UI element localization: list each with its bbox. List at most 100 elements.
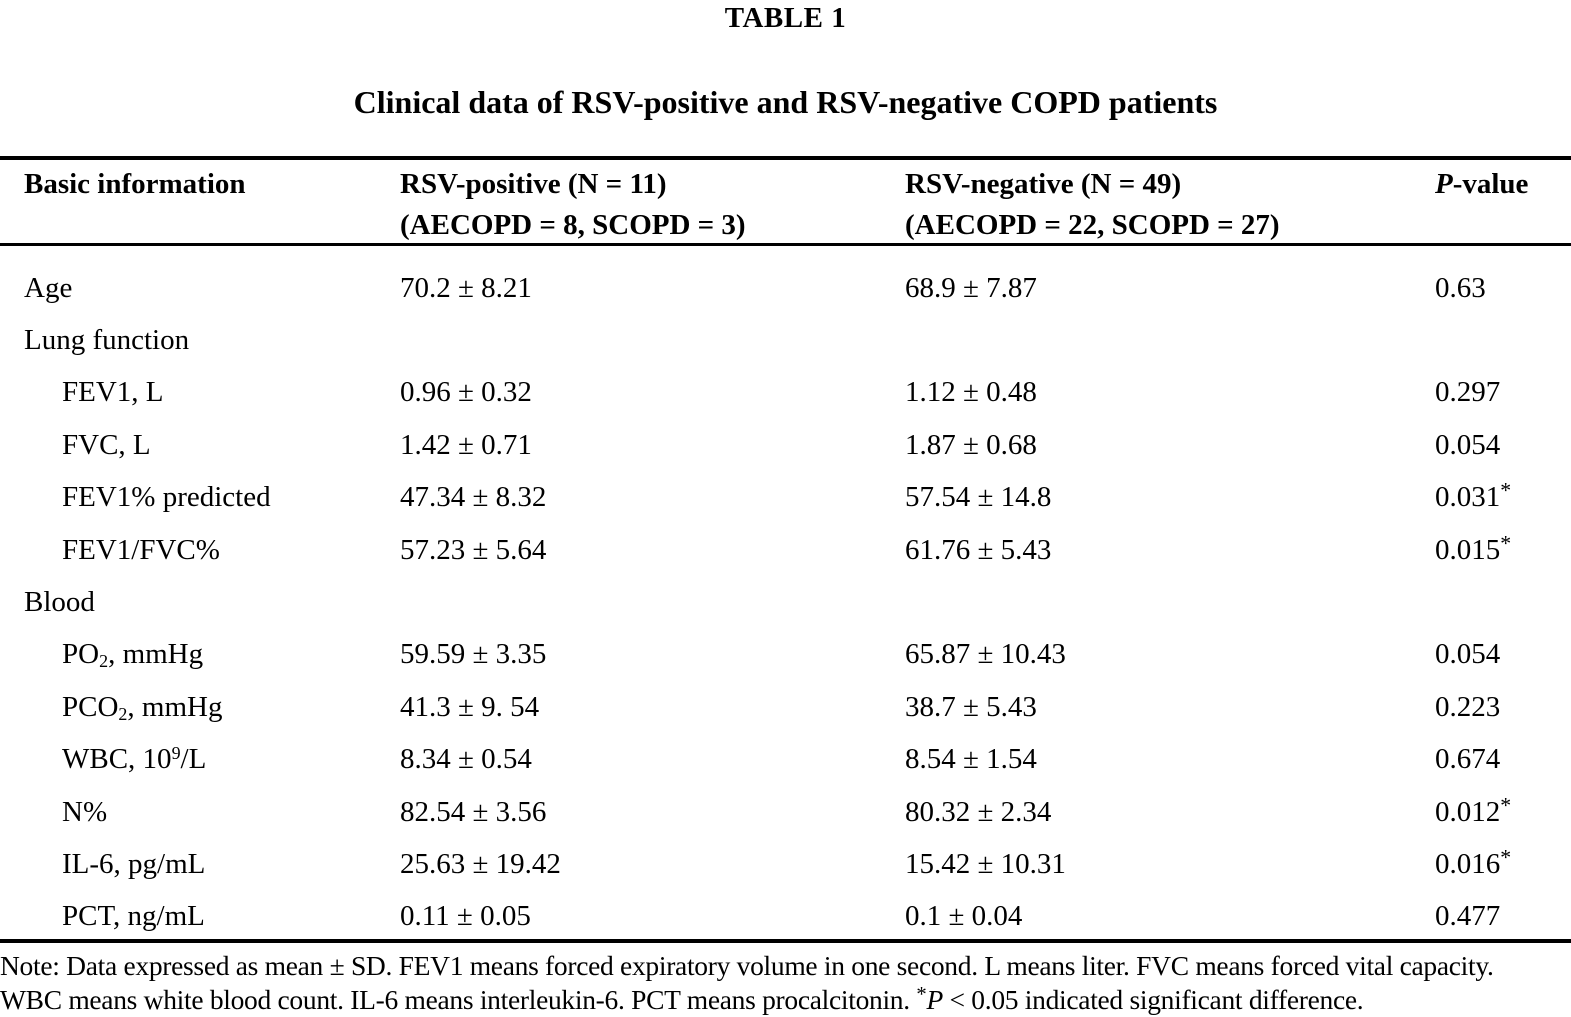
table-footnote: Note: Data expressed as mean ± SD. FEV1 … bbox=[0, 949, 1571, 1017]
rsv-positive-value: 47.34 ± 8.32 bbox=[400, 481, 547, 514]
row-label: PCO2, mmHg bbox=[24, 691, 400, 724]
p-value: 0.016* bbox=[1435, 845, 1512, 880]
row-label: FEV1, L bbox=[24, 376, 400, 409]
label-text: PCT, ng/mL bbox=[62, 900, 205, 933]
significance-star: * bbox=[1500, 845, 1512, 870]
p-value: 0.674 bbox=[1435, 743, 1501, 776]
table-body: Age 70.2 ± 8.21 68.9 ± 7.87 0.63 Lung functi… bbox=[0, 262, 1547, 943]
column-header-rsv-negative-line2: (AECOPD = 22, SCOPD = 27) bbox=[905, 209, 1280, 241]
row-label: Lung function bbox=[24, 324, 400, 357]
rsv-positive-value: 1.42 ± 0.71 bbox=[400, 428, 532, 461]
rsv-positive-value: 25.63 ± 19.42 bbox=[400, 847, 561, 880]
sub-text: 2 bbox=[99, 651, 109, 672]
rsv-positive-value: 8.34 ± 0.54 bbox=[400, 743, 532, 776]
table-row: PO2, mmHg 59.59 ± 3.35 65.87 ± 10.43 0.054 bbox=[0, 629, 1547, 681]
label-text: WBC, 10 bbox=[62, 743, 172, 776]
row-label: FVC, L bbox=[24, 429, 400, 462]
row-label: WBC, 109/L bbox=[24, 743, 400, 776]
column-header-rsv-positive: RSV-positive (N = 11) (AECOPD = 8, SCOPD… bbox=[400, 164, 905, 246]
label-text: FEV1, L bbox=[62, 376, 164, 409]
label-text: IL-6, pg/mL bbox=[62, 847, 206, 880]
rsv-positive-value: 70.2 ± 8.21 bbox=[400, 271, 532, 304]
table-row: FEV1, L 0.96 ± 0.32 1.12 ± 0.48 0.297 bbox=[0, 367, 1547, 419]
p-value: 0.031* bbox=[1435, 478, 1512, 514]
row-label: PO2, mmHg bbox=[24, 638, 400, 671]
p-value: 0.015* bbox=[1435, 530, 1512, 566]
label-text: PCO bbox=[62, 690, 119, 723]
footnote-line-2-text: WBC means white blood count. IL-6 means … bbox=[0, 984, 917, 1015]
significance-star: * bbox=[1500, 530, 1512, 555]
rsv-negative-value: 38.7 ± 5.43 bbox=[905, 690, 1037, 723]
rsv-positive-value: 82.54 ± 3.56 bbox=[400, 795, 547, 828]
label-text: FEV1% predicted bbox=[62, 481, 271, 514]
p-value: 0.054 bbox=[1435, 638, 1501, 671]
table-row: FEV1/FVC% 57.23 ± 5.64 61.76 ± 5.43 0.015* bbox=[0, 524, 1547, 576]
column-header-rsv-positive-line1: RSV-positive (N = 11) bbox=[400, 168, 667, 200]
table-row: N% 82.54 ± 3.56 80.32 ± 2.34 0.012* bbox=[0, 786, 1547, 838]
footnote-line-2-rest: < 0.05 indicated significant difference. bbox=[942, 984, 1364, 1015]
sub-text: 2 bbox=[118, 703, 128, 724]
label-text: , mmHg bbox=[108, 638, 204, 671]
rsv-negative-value: 80.32 ± 2.34 bbox=[905, 795, 1052, 828]
row-label: IL-6, pg/mL bbox=[24, 848, 400, 881]
column-header-rsv-positive-line2: (AECOPD = 8, SCOPD = 3) bbox=[400, 209, 746, 241]
label-text: N% bbox=[62, 795, 108, 828]
label-text: FEV1/FVC% bbox=[62, 533, 220, 566]
row-label: FEV1% predicted bbox=[24, 481, 400, 514]
column-header-rsv-negative-line1: RSV-negative (N = 49) bbox=[905, 168, 1182, 200]
label-text: , mmHg bbox=[127, 690, 223, 723]
p-value: 0.477 bbox=[1435, 900, 1501, 933]
table-row: FVC, L 1.42 ± 0.71 1.87 ± 0.68 0.054 bbox=[0, 419, 1547, 471]
row-label: Blood bbox=[24, 586, 400, 619]
column-header-basic-information: Basic information bbox=[24, 168, 246, 200]
rsv-negative-value: 57.54 ± 14.8 bbox=[905, 481, 1052, 514]
p-value: 0.012* bbox=[1435, 792, 1512, 828]
label-text: PO bbox=[62, 638, 100, 671]
rsv-negative-value: 68.9 ± 7.87 bbox=[905, 271, 1037, 304]
label-text: Lung function bbox=[24, 324, 190, 357]
row-label: PCT, ng/mL bbox=[24, 900, 400, 933]
table-bottom-rule bbox=[0, 939, 1571, 943]
rsv-positive-value: 59.59 ± 3.35 bbox=[400, 638, 547, 671]
column-header-rsv-negative: RSV-negative (N = 49) (AECOPD = 22, SCOP… bbox=[905, 164, 1435, 246]
row-label: Age bbox=[24, 272, 400, 305]
table-row: FEV1% predicted 47.34 ± 8.32 57.54 ± 14.8 0… bbox=[0, 472, 1547, 524]
table-caption: Clinical data of RSV-positive and RSV-ne… bbox=[353, 84, 1218, 120]
table-label: TABLE 1 bbox=[724, 2, 847, 34]
table-header-rule bbox=[0, 243, 1571, 246]
table-row: PCT, ng/mL 0.11 ± 0.05 0.1 ± 0.04 0.477 bbox=[0, 891, 1547, 943]
table-top-rule bbox=[0, 156, 1571, 160]
p-value: 0.63 bbox=[1435, 271, 1486, 304]
row-label: N% bbox=[24, 796, 400, 829]
label-text: Age bbox=[24, 271, 73, 304]
significance-star: * bbox=[1500, 792, 1512, 817]
table-row: IL-6, pg/mL 25.63 ± 19.42 15.42 ± 10.31 0.0… bbox=[0, 838, 1547, 890]
rsv-negative-value: 15.42 ± 10.31 bbox=[905, 847, 1066, 880]
significance-star: * bbox=[1500, 478, 1512, 503]
rsv-positive-value: 0.11 ± 0.05 bbox=[400, 900, 531, 933]
rsv-negative-value: 61.76 ± 5.43 bbox=[905, 533, 1052, 566]
p-value-italic-p: P bbox=[1435, 168, 1453, 200]
row-label: FEV1/FVC% bbox=[24, 534, 400, 567]
rsv-negative-value: 0.1 ± 0.04 bbox=[905, 900, 1023, 933]
table-row: WBC, 109/L 8.34 ± 0.54 8.54 ± 1.54 0.674 bbox=[0, 734, 1547, 786]
rsv-negative-value: 65.87 ± 10.43 bbox=[905, 638, 1066, 671]
p-value: 0.297 bbox=[1435, 376, 1501, 409]
label-text: Blood bbox=[24, 586, 95, 619]
footnote-line-2: WBC means white blood count. IL-6 means … bbox=[0, 983, 1571, 1017]
rsv-positive-value: 0.96 ± 0.32 bbox=[400, 376, 532, 409]
table-row: PCO2, mmHg 41.3 ± 9. 54 38.7 ± 5.43 0.223 bbox=[0, 681, 1547, 733]
footnote-italic-p: P bbox=[926, 984, 943, 1015]
rsv-negative-value: 1.12 ± 0.48 bbox=[905, 376, 1037, 409]
significance-star: * bbox=[916, 983, 927, 1006]
p-value: 0.054 bbox=[1435, 428, 1501, 461]
section-row: Lung function bbox=[0, 314, 1547, 366]
table-row: Age 70.2 ± 8.21 68.9 ± 7.87 0.63 bbox=[0, 262, 1547, 314]
table-header-row: Basic information RSV-positive (N = 11) … bbox=[0, 164, 1571, 246]
p-value: 0.223 bbox=[1435, 690, 1501, 723]
rsv-positive-value: 57.23 ± 5.64 bbox=[400, 533, 547, 566]
column-header-p-value: P-value bbox=[1435, 164, 1571, 246]
label-text: /L bbox=[180, 743, 207, 776]
rsv-negative-value: 1.87 ± 0.68 bbox=[905, 428, 1037, 461]
